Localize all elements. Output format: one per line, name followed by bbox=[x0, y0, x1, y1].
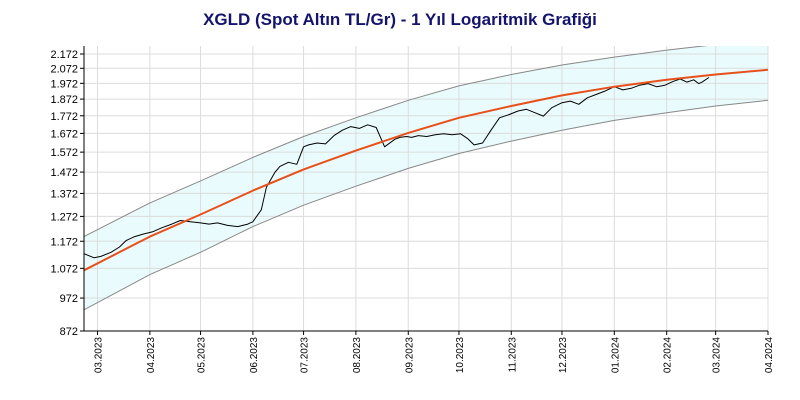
upper-band-line bbox=[84, 46, 708, 238]
y-tick-label: 1.072 bbox=[50, 263, 78, 275]
y-tick-label: 1.272 bbox=[50, 211, 78, 223]
x-tick-label: 05.2023 bbox=[197, 337, 208, 374]
y-tick-label: 1.572 bbox=[50, 147, 78, 159]
x-tick-label: 01.2024 bbox=[610, 337, 621, 374]
x-tick-label: 03.2024 bbox=[712, 337, 723, 374]
y-tick-label: 872 bbox=[60, 326, 78, 338]
lower-band-line bbox=[84, 99, 768, 311]
x-tick-label: 08.2023 bbox=[352, 337, 363, 374]
y-tick-label: 1.172 bbox=[50, 236, 78, 248]
trend-line bbox=[84, 68, 768, 272]
y-tick-label: 1.472 bbox=[50, 167, 78, 179]
x-tick-label: 07.2023 bbox=[300, 337, 311, 374]
chart-title: XGLD (Spot Altın TL/Gr) - 1 Yıl Logaritm… bbox=[203, 10, 597, 29]
y-tick-label: 1.672 bbox=[50, 128, 78, 140]
x-tick-labels: 03.2023 04.2023 05.2023 06.2023 07.2023 08.20… bbox=[94, 337, 775, 374]
x-tick-label: 04.2023 bbox=[146, 337, 157, 374]
y-tick-label: 2.172 bbox=[50, 49, 78, 61]
x-tick-label: 04.2024 bbox=[764, 337, 775, 374]
y-tick-labels: 2.172 2.072 1.972 1.872 1.772 1.672 1.572 1.472… bbox=[50, 49, 78, 338]
y-tick-label: 1.872 bbox=[50, 94, 78, 106]
x-tick-label: 03.2023 bbox=[94, 337, 105, 374]
y-tick-label: 1.972 bbox=[50, 78, 78, 90]
y-tick-label: 2.072 bbox=[50, 63, 78, 75]
series-layer bbox=[84, 46, 768, 311]
axis-layer bbox=[80, 46, 769, 335]
x-tick-label: 09.2023 bbox=[404, 337, 415, 374]
x-tick-label: 11.2023 bbox=[507, 337, 518, 373]
x-tick-label: 10.2023 bbox=[455, 337, 466, 374]
y-tick-label: 972 bbox=[60, 293, 78, 305]
y-tick-label: 1.372 bbox=[50, 188, 78, 200]
x-tick-label: 02.2024 bbox=[663, 337, 674, 374]
x-tick-label: 12.2023 bbox=[558, 337, 569, 374]
y-tick-label: 1.772 bbox=[50, 111, 78, 123]
x-tick-label: 06.2023 bbox=[249, 337, 260, 374]
channel-band-fill bbox=[84, 46, 768, 310]
band-layer bbox=[84, 46, 768, 310]
